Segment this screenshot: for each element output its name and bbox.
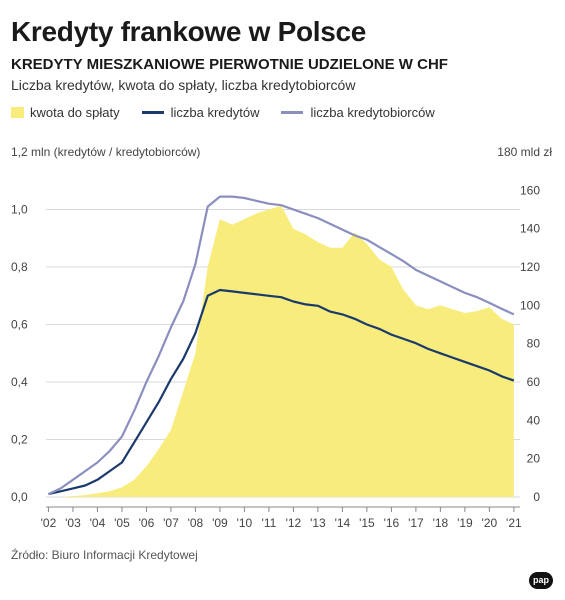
y-right-tick-label: 100 — [520, 298, 540, 312]
right-axis-caption: 180 mld zł — [497, 145, 552, 159]
x-tick-label: '20 — [482, 516, 498, 530]
legend-label-line2: liczba kredytobiorców — [310, 105, 435, 120]
y-right-tick-label: 160 — [520, 183, 540, 197]
legend-label-area: kwota do spłaty — [30, 105, 120, 120]
legend-item-line1: liczba kredytów — [141, 105, 260, 120]
x-tick-label: '03 — [65, 516, 81, 530]
legend-swatch-area — [11, 107, 24, 118]
x-tick-label: '17 — [408, 516, 424, 530]
source-note: Źródło: Biuro Informacji Kredytowej — [11, 548, 198, 562]
y-left-tick-label: 0,2 — [11, 433, 28, 447]
x-tick-label: '10 — [237, 516, 253, 530]
chart-subtitle: KREDYTY MIESZKANIOWE PIERWOTNIE UDZIELON… — [11, 56, 448, 73]
chart-legend: kwota do spłaty liczba kredytów liczba k… — [11, 105, 457, 120]
y-right-tick-label: 120 — [520, 260, 540, 274]
x-tick-label: '05 — [114, 516, 130, 530]
y-left-tick-label: 0,0 — [11, 490, 28, 504]
x-tick-label: '08 — [188, 516, 204, 530]
y-right-tick-label: 0 — [533, 490, 540, 504]
x-tick-label: '07 — [163, 516, 179, 530]
series-line-liczba-kredytobiorcow — [47, 195, 515, 496]
legend-swatch-line2 — [281, 111, 304, 114]
x-tick-label: '13 — [310, 516, 326, 530]
x-tick-label: '11 — [262, 516, 277, 530]
y-right-tick-label: 20 — [527, 452, 541, 466]
y-right-tick-label: 140 — [520, 222, 540, 236]
legend-label-line1: liczba kredytów — [170, 105, 260, 120]
x-tick-label: '18 — [433, 516, 449, 530]
y-left-tick-label: 0,6 — [11, 318, 28, 332]
x-tick-label: '04 — [90, 516, 106, 530]
legend-item-area: kwota do spłaty — [11, 105, 120, 120]
y-right-tick-label: 80 — [527, 337, 541, 351]
x-tick-label: '14 — [335, 516, 351, 530]
page-title: Kredyty frankowe w Polsce — [11, 16, 367, 47]
legend-swatch-line1 — [141, 111, 164, 114]
chart-description: Liczba kredytów, kwota do spłaty, liczba… — [11, 77, 356, 93]
left-axis-caption: 1,2 mln (kredytów / kredytobiorców) — [11, 145, 201, 159]
x-tick-label: '09 — [212, 516, 228, 530]
series-area-kwota — [48, 205, 514, 497]
y-right-tick-label: 40 — [527, 413, 541, 427]
legend-item-line2: liczba kredytobiorców — [281, 105, 435, 120]
x-tick-label: '06 — [139, 516, 155, 530]
y-left-tick-label: 1,0 — [11, 203, 28, 217]
x-tick-label: '21 — [506, 516, 522, 530]
x-tick-label: '15 — [359, 516, 375, 530]
y-right-tick-label: 60 — [527, 375, 541, 389]
y-left-tick-label: 0,8 — [11, 260, 28, 274]
pap-logo: pap — [529, 572, 553, 589]
y-left-tick-label: 0,4 — [11, 375, 28, 389]
x-tick-label: '19 — [457, 516, 473, 530]
x-tick-label: '12 — [286, 516, 302, 530]
x-tick-label: '02 — [41, 516, 57, 530]
series-line-liczba-kredytow — [48, 288, 515, 496]
x-tick-label: '16 — [384, 516, 400, 530]
